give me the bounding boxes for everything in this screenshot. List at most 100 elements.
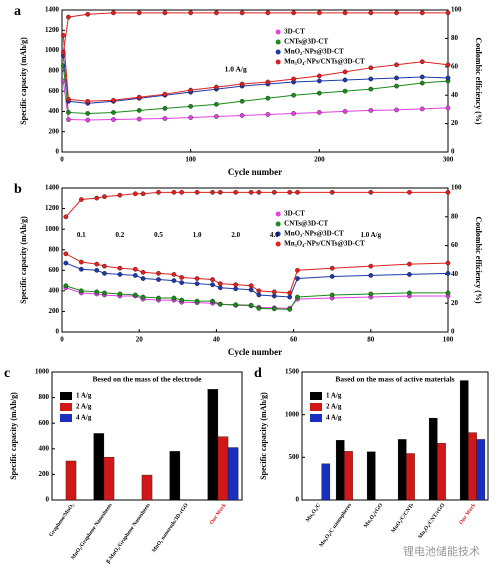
data-point bbox=[407, 261, 412, 267]
y2-tick-label: 100 bbox=[451, 6, 462, 14]
data-point bbox=[162, 106, 168, 111]
category-label: MnO₂ nanorods/3D-rGO bbox=[151, 502, 190, 554]
category-label: β-MnO₂/Graphene Nanosheets bbox=[106, 502, 152, 564]
plot-frame bbox=[301, 371, 489, 501]
data-point bbox=[188, 104, 194, 109]
y-tick-label: 400 bbox=[39, 444, 50, 452]
category-label: Mn₃O₄/rGO bbox=[363, 502, 385, 529]
data-point bbox=[316, 73, 322, 79]
y-tick-label: 1500 bbox=[285, 368, 300, 376]
bar bbox=[397, 439, 407, 501]
data-point bbox=[188, 115, 194, 120]
data-point bbox=[394, 10, 399, 16]
data-point bbox=[419, 10, 425, 16]
data-point bbox=[171, 278, 177, 283]
category-label: Graphene/MnO₂ bbox=[48, 502, 76, 538]
data-point bbox=[256, 305, 262, 311]
legend-swatch bbox=[60, 414, 72, 422]
data-point bbox=[295, 189, 300, 195]
data-point bbox=[287, 294, 293, 300]
x-tick-label: 20 bbox=[136, 336, 144, 344]
data-point bbox=[66, 14, 71, 20]
y-tick-label: 0 bbox=[56, 328, 60, 336]
y-tick-label: 1400 bbox=[45, 6, 60, 14]
plot-frame bbox=[61, 9, 449, 153]
y-tick-label: 200 bbox=[49, 307, 60, 315]
category-label: Mn₃O₄/C bbox=[305, 502, 322, 523]
data-point bbox=[117, 272, 123, 277]
data-point bbox=[368, 263, 374, 269]
legend-swatch bbox=[60, 403, 72, 411]
data-point bbox=[407, 290, 412, 296]
x-tick-label: 100 bbox=[185, 156, 196, 164]
plot-frame bbox=[61, 187, 449, 333]
category-label: Our Work bbox=[209, 502, 228, 526]
legend-label: 1 A/g bbox=[76, 392, 92, 400]
rate-label: 4.0 bbox=[270, 231, 279, 239]
rate-label: 2.0 bbox=[231, 231, 240, 239]
data-point bbox=[214, 84, 219, 90]
data-point bbox=[233, 189, 239, 195]
data-point bbox=[368, 86, 374, 92]
y-tick-label: 0 bbox=[56, 148, 60, 156]
data-point bbox=[66, 96, 71, 102]
legend-label: 2 A/g bbox=[76, 403, 92, 411]
data-point bbox=[78, 259, 84, 265]
data-point bbox=[291, 92, 296, 98]
data-point bbox=[162, 91, 168, 97]
data-point bbox=[78, 197, 84, 202]
legend-swatch bbox=[60, 392, 72, 400]
data-point bbox=[217, 285, 223, 291]
bar bbox=[169, 451, 181, 501]
data-point bbox=[94, 195, 100, 201]
category-label: Mn₃O₄/CNT/rGO bbox=[417, 502, 446, 540]
data-point bbox=[445, 260, 451, 266]
data-point bbox=[287, 307, 293, 312]
y-tick-label: 200 bbox=[49, 127, 60, 135]
data-point bbox=[368, 65, 374, 71]
y-tick-label: 1200 bbox=[45, 26, 60, 34]
x-axis-label: Cycle number bbox=[228, 347, 282, 357]
y2-tick-label: 80 bbox=[451, 212, 459, 220]
data-point bbox=[188, 87, 194, 93]
data-point bbox=[102, 194, 107, 199]
y-tick-label: 1400 bbox=[45, 184, 60, 192]
y2-tick-label: 20 bbox=[451, 299, 459, 307]
bar bbox=[207, 389, 219, 501]
data-point bbox=[214, 101, 219, 107]
data-point bbox=[248, 302, 254, 308]
data-point bbox=[342, 69, 348, 75]
y2-axis-label: Coulombic efficiency (%) bbox=[474, 216, 483, 303]
y2-tick-label: 20 bbox=[451, 119, 459, 127]
data-point bbox=[140, 269, 146, 275]
data-point bbox=[210, 298, 215, 304]
data-point bbox=[419, 74, 425, 80]
data-point bbox=[194, 276, 200, 281]
y2-axis-label: Coulombic efficiency (%) bbox=[474, 37, 483, 124]
x-tick-label: 300 bbox=[443, 156, 454, 164]
rate-label: 1.0 bbox=[193, 231, 202, 239]
rate-label: 0.1 bbox=[77, 231, 86, 239]
data-point bbox=[132, 266, 138, 272]
x-tick-label: 80 bbox=[367, 336, 375, 344]
rate-label: 0.5 bbox=[154, 231, 163, 239]
legend-label: 3D-CT bbox=[284, 210, 305, 218]
legend-label: CNTs@3D-CT bbox=[284, 220, 328, 228]
data-point bbox=[407, 272, 412, 277]
legend-marker bbox=[275, 49, 281, 55]
data-point bbox=[63, 214, 69, 220]
y-tick-label: 400 bbox=[49, 286, 60, 294]
data-point bbox=[316, 110, 322, 115]
data-point bbox=[368, 189, 374, 195]
y-tick-label: 1000 bbox=[45, 46, 60, 54]
data-point bbox=[194, 298, 200, 304]
data-point bbox=[394, 107, 399, 113]
bar bbox=[406, 453, 415, 501]
data-point bbox=[117, 291, 123, 297]
panel-label: a bbox=[14, 4, 21, 19]
data-point bbox=[156, 277, 161, 282]
legend-marker bbox=[275, 241, 281, 247]
data-point bbox=[368, 76, 374, 82]
category-label: MnO₂/Graphene Nanosheets bbox=[70, 502, 113, 560]
data-point bbox=[265, 112, 271, 117]
